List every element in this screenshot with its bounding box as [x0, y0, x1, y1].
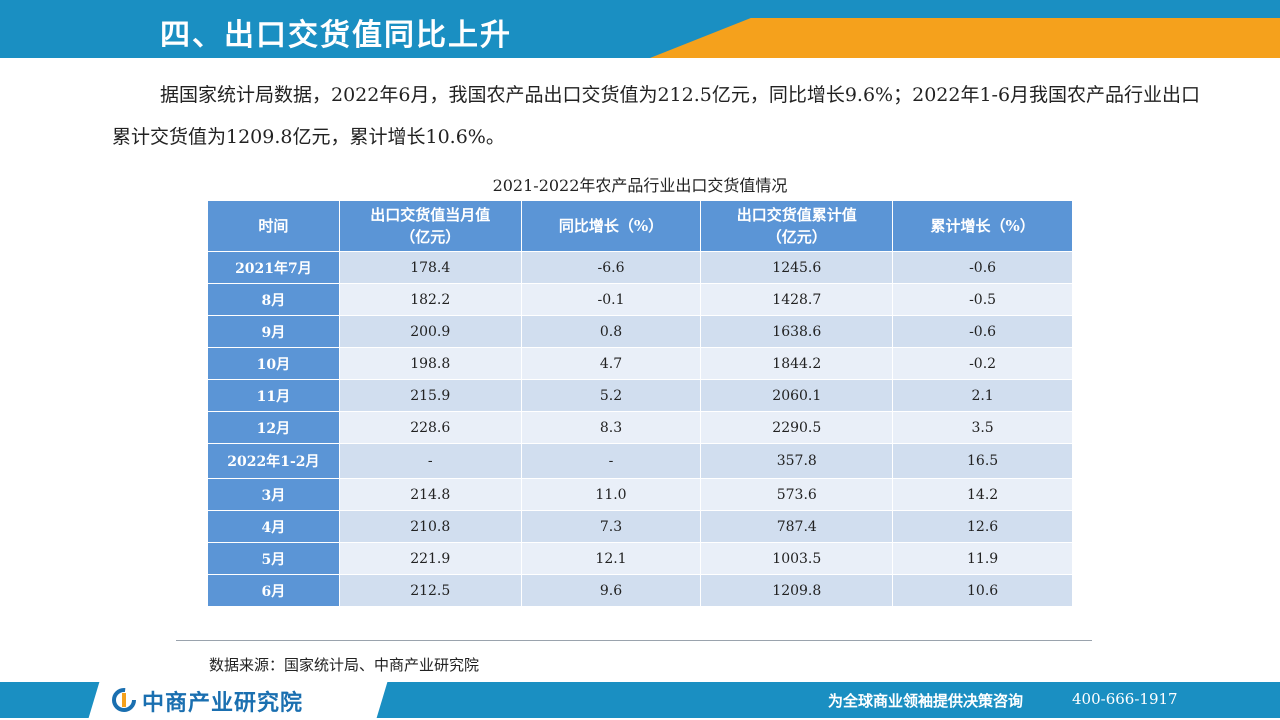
cell-yoy: 11.0	[520, 478, 702, 511]
cell-monthly: 228.6	[338, 411, 522, 444]
cell-time: 4月	[207, 510, 340, 543]
table-body: 2021年7月 178.4 -6.6 1245.6 -0.6 8月 182.2 -0.1 142…	[207, 251, 1073, 607]
cell-yoy: 7.3	[520, 510, 702, 543]
table-row: 6月 212.5 9.6 1209.8 10.6	[207, 574, 1073, 607]
cell-cum-growth: 10.6	[892, 574, 1073, 607]
cell-cum-growth: 12.6	[892, 510, 1073, 543]
cell-time: 3月	[207, 478, 340, 511]
cell-cum: 1638.6	[700, 315, 894, 348]
cell-yoy: -6.6	[520, 251, 702, 284]
cell-monthly: -	[338, 443, 522, 479]
cell-cum: 573.6	[700, 478, 894, 511]
table-row: 11月 215.9 5.2 2060.1 2.1	[207, 379, 1073, 412]
header-yoy: 同比增长（%）	[520, 200, 702, 252]
cell-cum: 1245.6	[700, 251, 894, 284]
cell-cum-growth: -0.2	[892, 347, 1073, 380]
header-cumulative: 出口交货值累计值 （亿元）	[700, 200, 894, 252]
cell-cum-growth: -0.5	[892, 283, 1073, 316]
header-monthly-line2: （亿元）	[400, 228, 461, 246]
cell-cum-growth: 3.5	[892, 411, 1073, 444]
page-title: 四、出口交货值同比上升	[160, 18, 512, 53]
cell-cum-growth: 11.9	[892, 542, 1073, 575]
header-cum-growth: 累计增长（%）	[892, 200, 1073, 252]
cell-yoy: 9.6	[520, 574, 702, 607]
cell-monthly: 221.9	[338, 542, 522, 575]
cell-monthly: 198.8	[338, 347, 522, 380]
cell-cum-growth: 16.5	[892, 443, 1073, 479]
cell-cum: 1428.7	[700, 283, 894, 316]
table-row: 8月 182.2 -0.1 1428.7 -0.5	[207, 283, 1073, 316]
cell-cum: 1209.8	[700, 574, 894, 607]
header-monthly: 出口交货值当月值 （亿元）	[338, 200, 522, 252]
cell-monthly: 214.8	[338, 478, 522, 511]
cell-yoy: 5.2	[520, 379, 702, 412]
footer: 中商产业研究院 为全球商业领袖提供决策咨询 400-666-1917	[0, 680, 1280, 720]
cell-time: 10月	[207, 347, 340, 380]
cell-cum: 787.4	[700, 510, 894, 543]
cell-monthly: 210.8	[338, 510, 522, 543]
cell-monthly: 212.5	[338, 574, 522, 607]
cell-cum: 2290.5	[700, 411, 894, 444]
title-bar-accent	[650, 18, 1280, 58]
title-bar: 四、出口交货值同比上升	[0, 0, 1280, 58]
data-source: 数据来源：国家统计局、中商产业研究院	[209, 656, 480, 674]
header-cumulative-line2: （亿元）	[766, 228, 827, 246]
table-caption: 2021-2022年农产品行业出口交货值情况	[492, 176, 788, 195]
intro-paragraph: 据国家统计局数据，2022年6月，我国农产品出口交货值为212.5亿元，同比增长…	[112, 84, 1201, 148]
header-monthly-line1: 出口交货值当月值	[370, 206, 491, 224]
cell-yoy: -	[520, 443, 702, 479]
footer-slogan: 为全球商业领袖提供决策咨询	[828, 692, 1024, 710]
cell-yoy: 0.8	[520, 315, 702, 348]
table-row: 2022年1-2月 - -357.8 16.5	[207, 443, 1073, 479]
cell-cum-growth: -0.6	[892, 315, 1073, 348]
cell-yoy: 4.7	[520, 347, 702, 380]
cell-yoy: 12.1	[520, 542, 702, 575]
cell-time: 9月	[207, 315, 340, 348]
cell-cum: 2060.1	[700, 379, 894, 412]
cell-time: 5月	[207, 542, 340, 575]
source-divider	[176, 640, 1092, 641]
cell-monthly: 215.9	[338, 379, 522, 412]
zhongshang-logo-icon	[112, 688, 136, 712]
cell-monthly: 200.9	[338, 315, 522, 348]
cell-cum: 1003.5	[700, 542, 894, 575]
cell-monthly: 182.2	[338, 283, 522, 316]
table-row: 3月 214.8 11.0 573.6 14.2	[207, 478, 1073, 511]
cell-cum-growth: -0.6	[892, 251, 1073, 284]
header-time: 时间	[207, 200, 340, 252]
table-row: 5月 221.9 12.1 1003.5 11.9	[207, 542, 1073, 575]
footer-logo-area	[88, 680, 388, 720]
table-row: 4月 210.8 7.3 787.4 12.6	[207, 510, 1073, 543]
cell-time: 2022年1-2月	[207, 443, 340, 479]
cell-cum-growth: 14.2	[892, 478, 1073, 511]
table-row: 9月 200.9 0.8 1638.6 -0.6	[207, 315, 1073, 348]
footer-logo-text: 中商产业研究院	[142, 691, 304, 716]
export-value-table: 时间 出口交货值当月值 （亿元） 同比增长（%） 出口交货值累计值 （亿元） 累…	[207, 200, 1073, 607]
cell-time: 11月	[207, 379, 340, 412]
cell-cum: 357.8	[700, 443, 894, 479]
cell-monthly: 178.4	[338, 251, 522, 284]
footer-phone: 400-666-1917	[1072, 690, 1178, 708]
cell-time: 6月	[207, 574, 340, 607]
cell-cum: 1844.2	[700, 347, 894, 380]
cell-time: 8月	[207, 283, 340, 316]
table-header-row: 时间 出口交货值当月值 （亿元） 同比增长（%） 出口交货值累计值 （亿元） 累…	[207, 200, 1073, 252]
table-row: 10月 198.8 4.7 1844.2 -0.2	[207, 347, 1073, 380]
cell-cum-growth: 2.1	[892, 379, 1073, 412]
header-cumulative-line1: 出口交货值累计值	[736, 206, 857, 224]
table-row: 12月 228.6 8.3 2290.5 3.5	[207, 411, 1073, 444]
cell-time: 2021年7月	[207, 251, 340, 284]
cell-yoy: -0.1	[520, 283, 702, 316]
table-row: 2021年7月 178.4 -6.6 1245.6 -0.6	[207, 251, 1073, 284]
cell-yoy: 8.3	[520, 411, 702, 444]
cell-time: 12月	[207, 411, 340, 444]
